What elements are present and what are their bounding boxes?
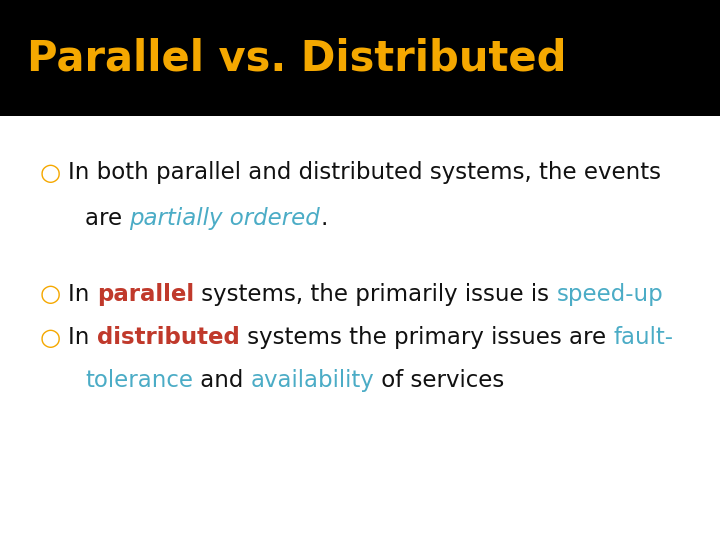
Text: In: In xyxy=(68,283,97,306)
Text: distributed: distributed xyxy=(97,326,240,349)
Text: ○: ○ xyxy=(40,161,60,185)
Text: availability: availability xyxy=(251,369,374,392)
Text: ○: ○ xyxy=(40,282,60,306)
Text: and: and xyxy=(193,369,251,392)
Text: ○: ○ xyxy=(40,326,60,349)
Text: speed-up: speed-up xyxy=(557,283,663,306)
Text: of services: of services xyxy=(374,369,505,392)
Text: systems, the primarily issue is: systems, the primarily issue is xyxy=(194,283,557,306)
Text: parallel: parallel xyxy=(97,283,194,306)
Text: In: In xyxy=(68,326,97,349)
Text: systems the primary issues are: systems the primary issues are xyxy=(240,326,613,349)
Text: partially ordered: partially ordered xyxy=(130,207,320,230)
Text: Parallel vs. Distributed: Parallel vs. Distributed xyxy=(27,37,567,79)
Text: tolerance: tolerance xyxy=(85,369,193,392)
Text: fault-: fault- xyxy=(613,326,673,349)
Text: .: . xyxy=(320,207,328,230)
Text: are: are xyxy=(85,207,130,230)
Text: In both parallel and distributed systems, the events: In both parallel and distributed systems… xyxy=(68,161,662,184)
